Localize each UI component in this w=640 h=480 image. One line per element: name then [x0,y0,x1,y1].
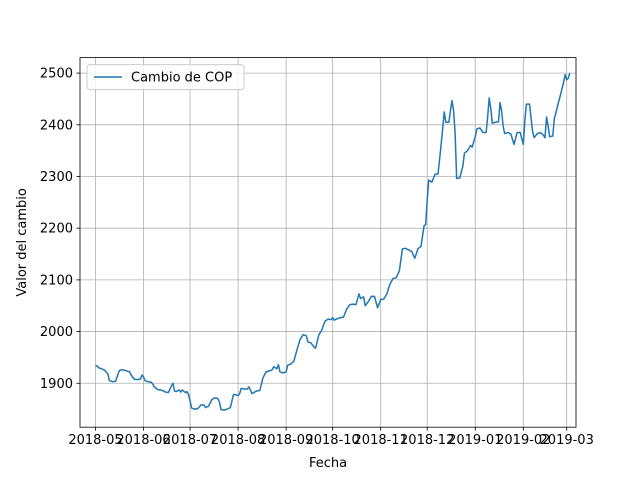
plot-frame [79,57,577,428]
y-tick-label: 2400 [40,118,73,133]
x-tick-label: 2018-11 [354,433,408,448]
y-tick-label: 2000 [40,325,73,340]
series-layer [95,72,571,411]
x-tick-label: 2018-08 [211,433,265,448]
series-line [95,72,571,411]
x-axis: 2018-052018-062018-072018-082018-092018-… [68,427,594,448]
x-axis-label: Fecha [309,456,347,471]
y-axis: 1900 2000 2100 2200 2300 2400 2500 [40,67,80,392]
x-tick-label: 2018-10 [305,433,359,448]
grid-lines [80,57,576,428]
y-tick-label: 2100 [40,273,73,288]
x-tick-label: 2018-07 [163,433,217,448]
x-tick-label: 2018-05 [68,433,122,448]
x-tick-label: 2018-06 [116,433,170,448]
x-tick-label: 2019-01 [448,433,502,448]
y-tick-label: 2300 [40,170,73,185]
y-tick-label: 1900 [40,377,73,392]
legend-box [86,64,245,91]
x-tick-label: 2019-02 [496,433,550,448]
x-tick-label: 2018-12 [400,433,454,448]
y-tick-label: 2500 [40,67,73,82]
x-tick-label: 2018-09 [259,433,313,448]
legend: Cambio de COP [86,64,245,91]
y-axis-label: Valor del cambio [15,188,30,297]
y-tick-label: 2200 [40,222,73,237]
legend-label: Cambio de COP [131,71,232,86]
x-tick-label: 2019-03 [540,433,594,448]
